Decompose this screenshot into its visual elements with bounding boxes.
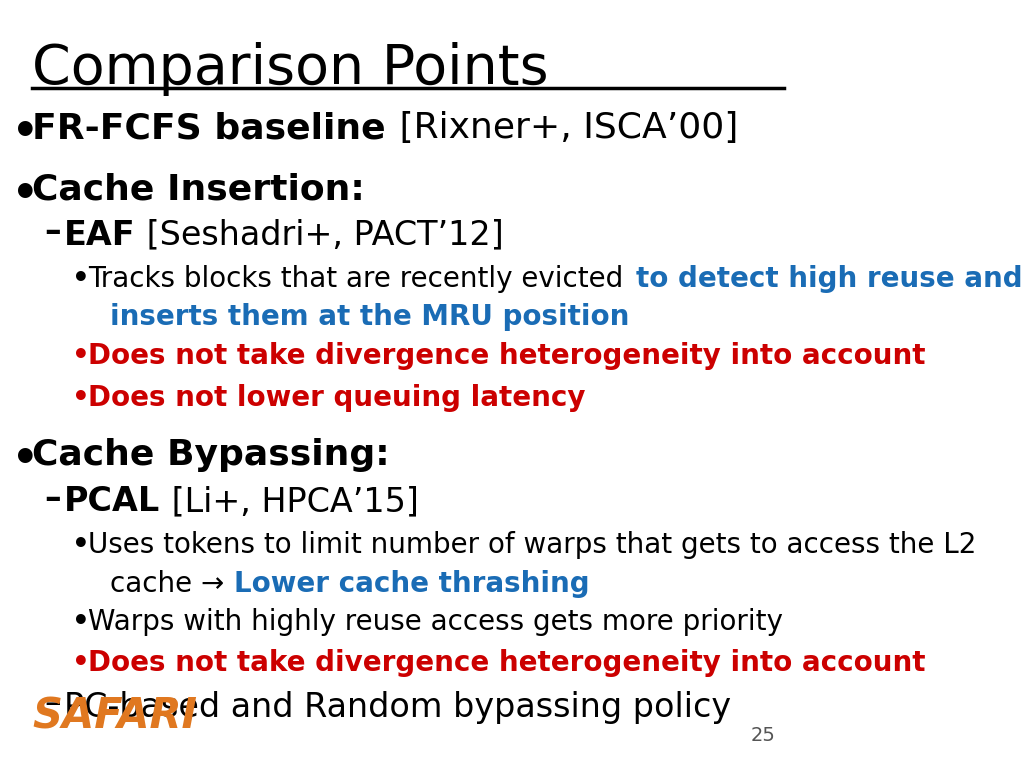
Text: •: • [72,384,90,412]
Text: –: – [44,687,60,720]
Text: Does not lower queuing latency: Does not lower queuing latency [88,384,586,412]
Text: Warps with highly reuse access gets more priority: Warps with highly reuse access gets more… [88,608,782,636]
Text: Cache Bypassing:: Cache Bypassing: [32,438,389,472]
Text: FR-FCFS baseline: FR-FCFS baseline [32,111,386,145]
Text: [Rixner+, ISCA’00]: [Rixner+, ISCA’00] [388,111,738,145]
Text: •: • [12,173,39,215]
Text: •: • [72,265,90,293]
Text: to detect high reuse and: to detect high reuse and [636,265,1023,293]
Text: EAF: EAF [63,219,135,252]
Text: [Li+, HPCA’15]: [Li+, HPCA’15] [161,485,419,518]
Text: inserts them at the MRU position: inserts them at the MRU position [111,303,630,331]
Text: Uses tokens to limit number of warps that gets to access the L2: Uses tokens to limit number of warps tha… [88,531,976,559]
Text: Does not take divergence heterogeneity into account: Does not take divergence heterogeneity i… [88,342,926,369]
Text: •: • [72,608,90,636]
Text: •: • [12,438,39,480]
Text: [Seshadri+, PACT’12]: [Seshadri+, PACT’12] [136,219,504,252]
Text: •: • [72,342,90,369]
Text: PCAL: PCAL [63,485,160,518]
Text: •: • [12,111,39,154]
Text: •: • [72,531,90,559]
Text: –: – [44,482,60,515]
Text: Does not take divergence heterogeneity into account: Does not take divergence heterogeneity i… [88,649,926,677]
Text: SAFARI: SAFARI [32,695,197,737]
Text: PC-based and Random bypassing policy: PC-based and Random bypassing policy [63,691,731,724]
Text: •: • [72,649,90,677]
Text: Tracks blocks that are recently evicted: Tracks blocks that are recently evicted [88,265,632,293]
Text: 25: 25 [751,726,775,745]
Text: cache →: cache → [111,570,233,598]
Text: Cache Insertion:: Cache Insertion: [32,173,365,207]
Text: Lower cache thrashing: Lower cache thrashing [234,570,590,598]
Text: Comparison Points: Comparison Points [32,42,549,96]
Text: –: – [44,215,60,248]
